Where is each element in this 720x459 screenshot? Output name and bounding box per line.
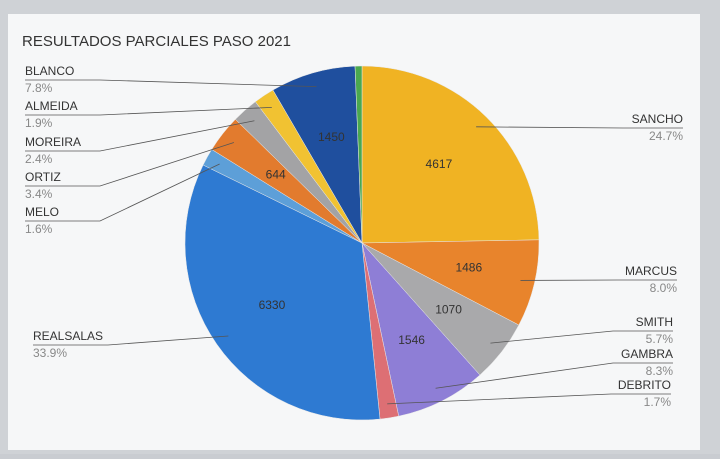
percent-label: 3.4% bbox=[25, 187, 53, 201]
chart-title: RESULTADOS PARCIALES PASO 2021 bbox=[22, 33, 291, 50]
value-label: 644 bbox=[266, 167, 286, 181]
category-label: SMITH bbox=[636, 315, 673, 329]
value-label: 4617 bbox=[426, 157, 453, 171]
percent-label: 1.9% bbox=[25, 116, 53, 130]
percent-label: 8.3% bbox=[646, 364, 674, 378]
category-label: BLANCO bbox=[25, 64, 74, 78]
percent-label: 1.6% bbox=[25, 222, 53, 236]
value-label: 1450 bbox=[318, 130, 345, 144]
value-label: 1546 bbox=[398, 333, 425, 347]
category-label: REALSALAS bbox=[33, 329, 103, 343]
percent-label: 5.7% bbox=[646, 332, 674, 346]
percent-label: 33.9% bbox=[33, 346, 67, 360]
value-label: 1486 bbox=[455, 260, 482, 274]
category-label: MELO bbox=[25, 205, 59, 219]
percent-label: 24.7% bbox=[649, 129, 683, 143]
percent-label: 2.4% bbox=[25, 152, 53, 166]
percent-label: 8.0% bbox=[650, 281, 678, 295]
category-label: ORTIZ bbox=[25, 170, 61, 184]
category-label: DEBRITO bbox=[618, 378, 671, 392]
value-label: 1070 bbox=[435, 303, 462, 317]
percent-label: 1.7% bbox=[644, 395, 672, 409]
category-label: GAMBRA bbox=[621, 347, 673, 361]
category-label: ALMEIDA bbox=[25, 99, 78, 113]
category-label: MOREIRA bbox=[25, 135, 81, 149]
percent-label: 7.8% bbox=[25, 81, 53, 95]
category-label: SANCHO bbox=[632, 112, 683, 126]
category-label: MARCUS bbox=[625, 264, 677, 278]
value-label: 6330 bbox=[259, 298, 286, 312]
